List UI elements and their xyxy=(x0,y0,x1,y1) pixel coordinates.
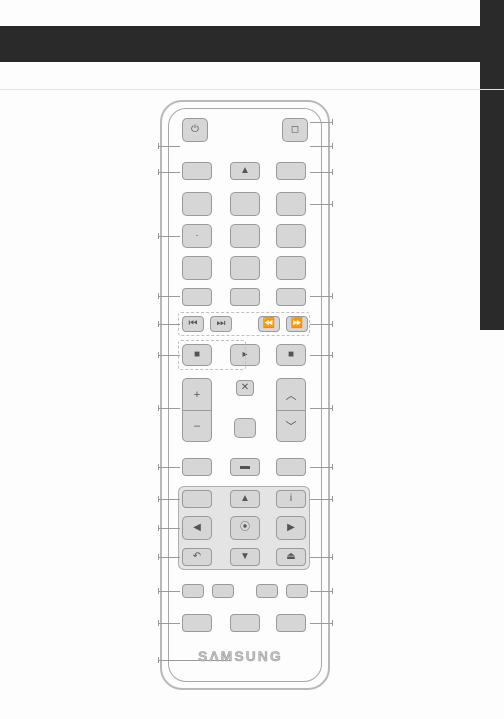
tools-button[interactable] xyxy=(182,490,212,508)
leader-line xyxy=(310,557,332,558)
leader-line xyxy=(310,499,332,500)
middle-button[interactable] xyxy=(234,418,256,438)
leader-line xyxy=(158,324,180,325)
num-4-glyph: · xyxy=(195,231,198,241)
volume-rocker-up[interactable]: + xyxy=(183,379,211,410)
num-0[interactable] xyxy=(230,288,260,306)
num-6[interactable] xyxy=(276,224,306,248)
return-button-glyph: ↶ xyxy=(193,552,201,562)
channel-rocker[interactable]: ︿﹀ xyxy=(276,378,306,442)
leader-line xyxy=(158,623,180,624)
menu-button-1[interactable] xyxy=(182,458,212,476)
color-d[interactable] xyxy=(286,584,308,598)
leader-line xyxy=(158,499,180,500)
stop-button-2[interactable]: ■ xyxy=(276,344,306,366)
num-3[interactable] xyxy=(276,192,306,216)
header-stripe xyxy=(0,26,504,62)
exit-button[interactable]: ⏏ xyxy=(276,548,306,566)
leader-line xyxy=(158,408,180,409)
button-group-outline xyxy=(178,312,310,336)
nav-up[interactable]: ▲ xyxy=(230,490,260,508)
channel-rocker-up[interactable]: ︿ xyxy=(277,379,305,410)
leader-line xyxy=(158,146,180,147)
source-button[interactable]: ◻ xyxy=(282,118,308,142)
power-button[interactable]: ⏻ xyxy=(182,118,208,142)
power-button-glyph: ⏻ xyxy=(191,125,199,135)
mute-button[interactable]: ✕ xyxy=(236,380,254,396)
leader-line xyxy=(310,172,332,173)
nav-down[interactable]: ▼ xyxy=(230,548,260,566)
leader-line xyxy=(158,557,180,558)
leader-line xyxy=(158,236,180,237)
bottom-button-2[interactable] xyxy=(230,614,260,632)
leader-line xyxy=(158,528,180,529)
num-8[interactable] xyxy=(230,256,260,280)
leader-line xyxy=(158,296,180,297)
source-button-glyph: ◻ xyxy=(291,125,299,135)
num-7[interactable] xyxy=(182,256,212,280)
leader-line xyxy=(310,122,332,123)
leader-line xyxy=(158,355,180,356)
eject-button-glyph: ▲ xyxy=(240,166,250,176)
num-5[interactable] xyxy=(230,224,260,248)
separator xyxy=(0,89,504,90)
color-a[interactable] xyxy=(182,584,204,598)
menu-button-2-glyph: ▬ xyxy=(240,462,250,472)
return-button[interactable]: ↶ xyxy=(182,548,212,566)
num-extra-left[interactable] xyxy=(182,288,212,306)
num-4[interactable]: · xyxy=(182,224,212,248)
info-button-glyph: i xyxy=(290,494,292,504)
exit-button-glyph: ⏏ xyxy=(286,552,295,562)
leader-line xyxy=(310,296,332,297)
leader-line xyxy=(310,408,332,409)
nav-left[interactable]: ◀ xyxy=(182,516,212,540)
bottom-button-1[interactable] xyxy=(182,614,212,632)
leader-line xyxy=(310,467,332,468)
nav-right-glyph: ▶ xyxy=(287,523,295,533)
eject-button[interactable]: ▲ xyxy=(230,162,260,180)
leader-line xyxy=(158,172,180,173)
right-sidebar-stripe xyxy=(480,0,504,330)
nav-ok[interactable]: ⦿ xyxy=(230,516,260,540)
nav-down-glyph: ▼ xyxy=(240,552,250,562)
leader-line xyxy=(310,623,332,624)
mute-button-glyph: ✕ xyxy=(241,383,249,393)
num-2[interactable] xyxy=(230,192,260,216)
leader-line xyxy=(158,467,180,468)
leader-line xyxy=(310,591,332,592)
func-button-2[interactable] xyxy=(276,162,306,180)
bottom-button-3[interactable] xyxy=(276,614,306,632)
button-group-outline xyxy=(178,340,246,370)
nav-ok-glyph: ⦿ xyxy=(240,523,250,533)
nav-up-glyph: ▲ xyxy=(240,494,250,504)
nav-right[interactable]: ▶ xyxy=(276,516,306,540)
leader-line xyxy=(158,591,180,592)
color-c[interactable] xyxy=(256,584,278,598)
leader-line xyxy=(310,355,332,356)
volume-rocker[interactable]: +– xyxy=(182,378,212,442)
num-9[interactable] xyxy=(276,256,306,280)
color-b[interactable] xyxy=(212,584,234,598)
channel-rocker-down[interactable]: ﹀ xyxy=(277,410,305,441)
func-button-1[interactable] xyxy=(182,162,212,180)
leader-line xyxy=(310,204,332,205)
info-button[interactable]: i xyxy=(276,490,306,508)
brand-logo: SΛMSUNG xyxy=(198,648,283,664)
num-extra-right[interactable] xyxy=(276,288,306,306)
leader-line xyxy=(310,146,332,147)
menu-button-3[interactable] xyxy=(276,458,306,476)
stop-button-2-glyph: ■ xyxy=(288,350,294,360)
num-1[interactable] xyxy=(182,192,212,216)
leader-line xyxy=(310,324,332,325)
volume-rocker-down[interactable]: – xyxy=(183,410,211,441)
menu-button-2[interactable]: ▬ xyxy=(230,458,260,476)
nav-left-glyph: ◀ xyxy=(193,523,201,533)
